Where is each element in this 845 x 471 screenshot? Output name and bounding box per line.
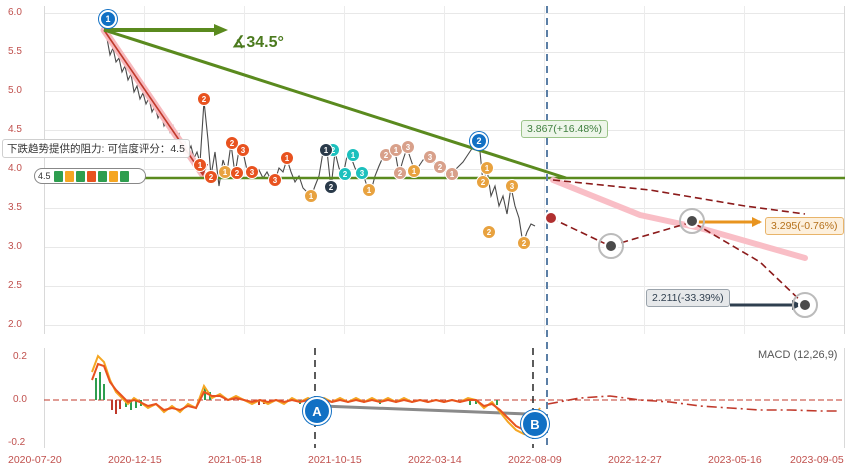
- pattern-bubble-10[interactable]: 1: [304, 189, 318, 203]
- pattern-bubble-26[interactable]: 1: [480, 161, 494, 175]
- marker-2[interactable]: 2: [470, 132, 488, 150]
- angle-baseline-arrowhead: [214, 24, 228, 36]
- pattern-bubble-25[interactable]: 1: [445, 167, 459, 181]
- pattern-bubble-9[interactable]: 3: [268, 173, 282, 187]
- level-pill-value: 4.5: [38, 171, 51, 181]
- xtick-5: 2022-08-09: [508, 454, 562, 466]
- pill-swatch-7: [119, 170, 129, 182]
- xtick-2: 2021-05-18: [208, 454, 262, 466]
- pill-swatch-1: [53, 170, 63, 182]
- ytick-5.0: 5.0: [8, 85, 22, 96]
- macd-title: MACD (12,26,9): [758, 349, 838, 361]
- pill-swatch-4: [86, 170, 96, 182]
- pattern-bubble-23[interactable]: 3: [423, 150, 437, 164]
- xtick-7: 2023-05-16: [708, 454, 762, 466]
- pattern-bubble-1[interactable]: 1: [193, 158, 207, 172]
- xtick-8: 2023-09-05: [790, 454, 844, 466]
- projection-dark-dashed-upper: [552, 179, 806, 215]
- ytick-2.0: 2.0: [8, 319, 22, 330]
- pattern-bubble-21[interactable]: 2: [393, 166, 407, 180]
- marker-b[interactable]: B: [521, 410, 549, 438]
- node-dot-mid: [685, 214, 699, 228]
- pattern-bubble-27[interactable]: 2: [476, 175, 490, 189]
- pill-swatch-3: [75, 170, 85, 182]
- pattern-bubble-14[interactable]: 2: [338, 167, 352, 181]
- pattern-bubble-22[interactable]: 1: [407, 164, 421, 178]
- ytick-2.5: 2.5: [8, 280, 22, 291]
- gridline-x-2: [244, 6, 245, 334]
- xtick-6: 2022-12-27: [608, 454, 662, 466]
- macd-histogram: [95, 372, 498, 414]
- node-dot-low1: [604, 239, 618, 253]
- ytick-3.0: 3.0: [8, 241, 22, 252]
- xtick-1: 2020-12-15: [108, 454, 162, 466]
- node-dot-current: [544, 211, 558, 225]
- trend-angle-label: ∡34.5°: [232, 34, 284, 51]
- macd-ytick--0.2: -0.2: [8, 437, 26, 448]
- xtick-3: 2021-10-15: [308, 454, 362, 466]
- ytick-4.5: 4.5: [8, 124, 22, 135]
- pattern-bubble-8[interactable]: 1: [280, 151, 294, 165]
- pattern-bubble-7[interactable]: 3: [245, 165, 259, 179]
- trend-line-green: [103, 28, 567, 180]
- xtick-0: 2020-07-20: [8, 454, 62, 466]
- gridline-x-1: [144, 6, 145, 334]
- pattern-bubble-17[interactable]: 1: [362, 183, 376, 197]
- pattern-bubble-12[interactable]: 1: [319, 143, 333, 157]
- annotation-target-up[interactable]: 3.867(+16.48%): [521, 120, 609, 138]
- annotation-target-down[interactable]: 2.211(-33.39%): [646, 289, 730, 307]
- pill-swatch-5: [97, 170, 107, 182]
- node-halo-mid: [679, 208, 705, 234]
- pattern-bubble-13[interactable]: 1: [346, 148, 360, 162]
- xtick-4: 2022-03-14: [408, 454, 462, 466]
- pattern-bubble-28[interactable]: 3: [505, 179, 519, 193]
- pattern-bubble-20[interactable]: 3: [401, 140, 415, 154]
- pattern-bubble-2[interactable]: 2: [204, 170, 218, 184]
- annotation-current[interactable]: 3.295(-0.76%): [765, 217, 844, 235]
- ytick-3.5: 3.5: [8, 202, 22, 213]
- pattern-bubble-4[interactable]: 3: [236, 143, 250, 157]
- macd-forecast-dashdot: [547, 395, 840, 412]
- node-halo-end: [792, 292, 818, 318]
- pill-swatch-2: [64, 170, 74, 182]
- macd-ytick-0.2: 0.2: [13, 351, 27, 362]
- pattern-bubble-30[interactable]: 2: [517, 236, 531, 250]
- node-halo-low1: [598, 233, 624, 259]
- macd-axis-line: [44, 348, 45, 448]
- gridline-x-6: [644, 6, 645, 334]
- pattern-bubble-0[interactable]: 2: [197, 92, 211, 106]
- gridline-x-7: [744, 6, 745, 334]
- pattern-bubble-15[interactable]: 3: [355, 166, 369, 180]
- level-pill[interactable]: 4.5: [34, 168, 146, 184]
- node-dot-end: [798, 298, 812, 312]
- pill-swatch-6: [108, 170, 118, 182]
- marker-a[interactable]: A: [303, 397, 331, 425]
- pattern-bubble-24[interactable]: 2: [433, 160, 447, 174]
- marker-1[interactable]: 1: [99, 10, 117, 28]
- pattern-bubble-6[interactable]: 2: [230, 166, 244, 180]
- pattern-bubble-16[interactable]: 2: [324, 180, 338, 194]
- ytick-6.0: 6.0: [8, 7, 22, 18]
- resistance-note: 下跌趋势提供的阻力: 可信度评分：4.5: [2, 139, 190, 158]
- target-arrow-orange: [752, 217, 762, 227]
- projection-pink: [550, 177, 808, 261]
- macd-ytick-0.0: 0.0: [13, 394, 27, 405]
- ytick-5.5: 5.5: [8, 46, 22, 57]
- macd-trend-gray: [321, 404, 529, 416]
- target-arrow-dark: [792, 300, 802, 310]
- ytick-4.0: 4.0: [8, 163, 22, 174]
- pattern-bubble-29[interactable]: 2: [482, 225, 496, 239]
